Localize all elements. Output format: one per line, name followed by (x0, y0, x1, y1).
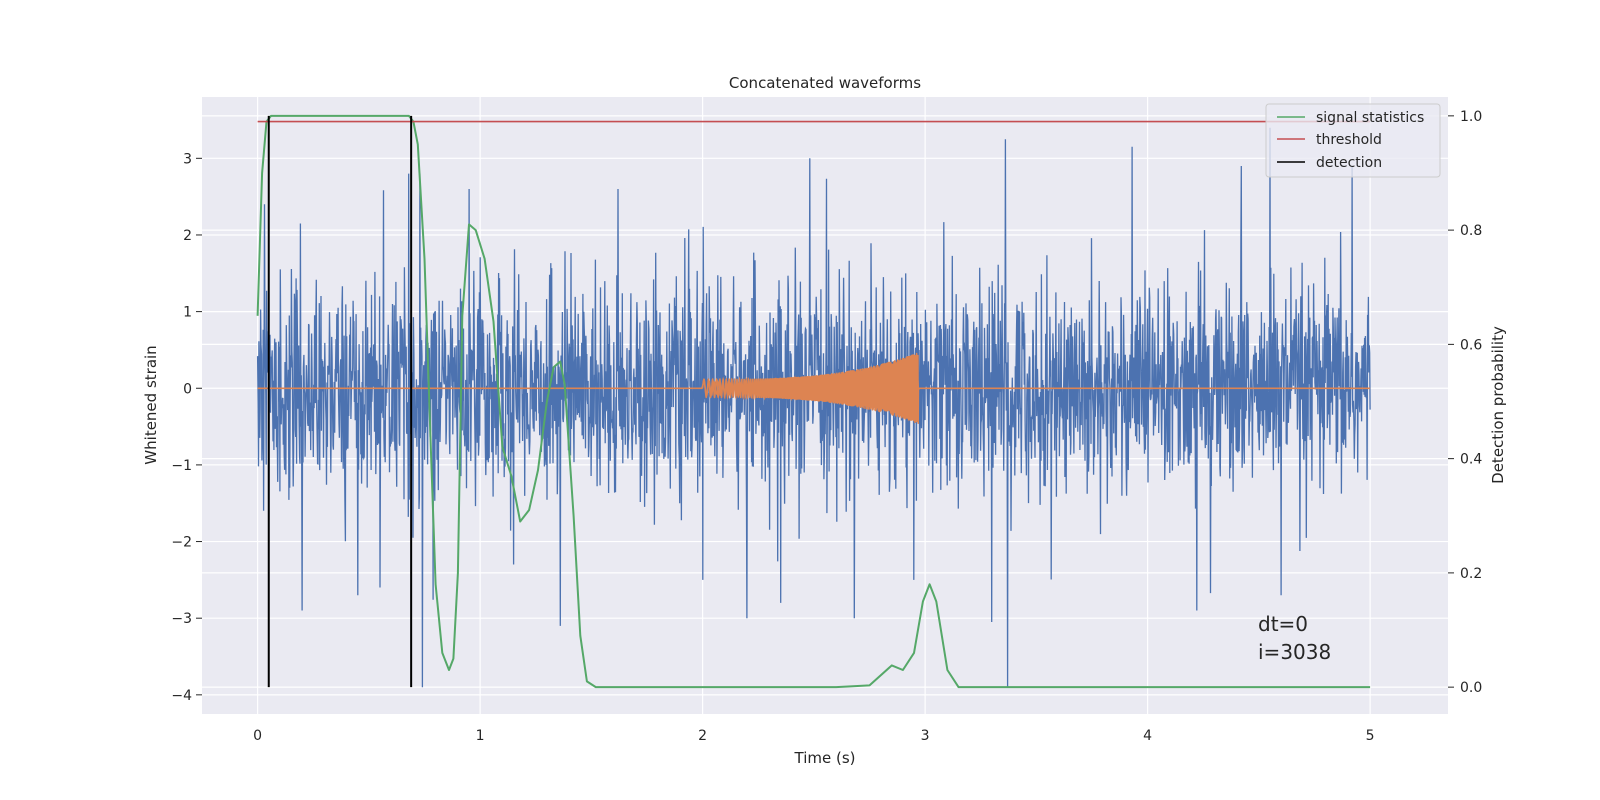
annotation: dt=0 i=3038 (1258, 612, 1331, 664)
x-tick-label: 1 (476, 728, 485, 744)
y2-tick-label: 0.4 (1460, 452, 1482, 468)
y2-tick-label: 0.0 (1460, 680, 1482, 696)
detection-series (267, 115, 413, 688)
y2-axis-ticks: 0.0 0.2 0.4 0.6 0.8 1.0 (1448, 109, 1482, 696)
y-axis-ticks: −4 −3 −2 −1 0 1 2 3 (171, 151, 202, 704)
y-tick-label: 2 (183, 228, 192, 244)
x-tick-label: 0 (253, 728, 262, 744)
legend-label-signal-statistics: signal statistics (1316, 110, 1424, 126)
y-tick-label: 1 (183, 305, 192, 321)
x-tick-label: 5 (1366, 728, 1375, 744)
annotation-i: i=3038 (1258, 640, 1331, 664)
signal-statistics-series (256, 114, 1371, 689)
annotation-dt: dt=0 (1258, 612, 1308, 636)
y-tick-label: 3 (183, 151, 192, 167)
legend: signal statistics threshold detection (1265, 103, 1441, 178)
y-tick-label: −1 (171, 458, 192, 474)
legend-box (1265, 103, 1441, 178)
y-tick-label: −3 (171, 611, 192, 627)
y-axis-label: Whitened strain (142, 345, 160, 464)
y2-axis-label: Detection probability (1489, 326, 1507, 484)
chart-title: Concatenated waveforms (729, 74, 921, 92)
legend-label-threshold: threshold (1316, 132, 1382, 148)
y2-tick-label: 1.0 (1460, 109, 1482, 125)
x-tick-label: 4 (1143, 728, 1152, 744)
y2-tick-label: 0.6 (1460, 337, 1482, 353)
signal-statistics-line (256, 114, 1371, 689)
y-tick-label: 0 (183, 381, 192, 397)
x-tick-label: 3 (921, 728, 930, 744)
y2-tick-label: 0.2 (1460, 566, 1482, 582)
x-axis-ticks: 0 1 2 3 4 5 (253, 728, 1374, 744)
y2-tick-label: 0.8 (1460, 223, 1482, 239)
y-tick-label: −4 (171, 688, 192, 704)
template-chirp (701, 352, 920, 424)
x-axis-label: Time (s) (794, 749, 856, 767)
template-series (257, 352, 1371, 424)
y-tick-label: −2 (171, 535, 192, 551)
x-tick-label: 2 (698, 728, 707, 744)
legend-label-detection: detection (1316, 155, 1382, 171)
